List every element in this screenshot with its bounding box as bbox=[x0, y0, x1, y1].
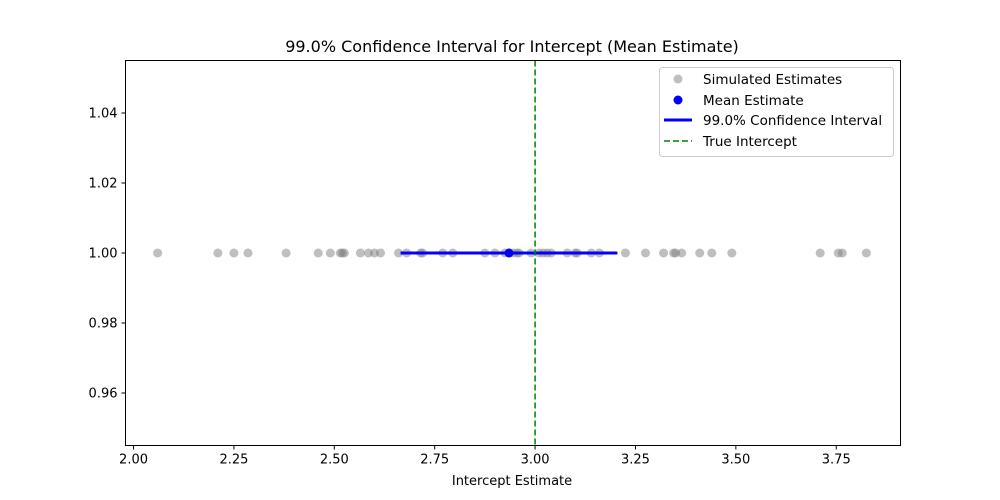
simulated-estimate-point bbox=[727, 248, 737, 258]
y-tick-label: 1.04 bbox=[89, 107, 118, 122]
y-tick-label: 0.96 bbox=[89, 387, 118, 402]
simulated-estimate-point bbox=[641, 248, 651, 258]
legend-entry-label: 99.0% Confidence Interval bbox=[703, 113, 882, 129]
legend-box bbox=[659, 67, 894, 157]
x-tick-label: 2.75 bbox=[420, 453, 449, 468]
x-tick-label: 2.00 bbox=[119, 453, 148, 468]
y-tick-label: 0.98 bbox=[89, 317, 118, 332]
simulated-estimate-point bbox=[620, 248, 630, 258]
x-tick-label: 2.25 bbox=[219, 453, 248, 468]
x-tick-label: 3.25 bbox=[621, 453, 650, 468]
simulated-estimate-point bbox=[815, 248, 825, 258]
simulated-estimate-point bbox=[339, 248, 349, 258]
simulated-estimate-point bbox=[659, 248, 669, 258]
simulated-estimate-point bbox=[325, 248, 335, 258]
plot-area bbox=[153, 60, 871, 446]
y-tick-label: 1.02 bbox=[89, 177, 118, 192]
y-tick-label: 1.00 bbox=[89, 247, 118, 262]
simulated-estimate-point bbox=[394, 248, 404, 258]
simulated-estimate-point bbox=[313, 248, 323, 258]
simulated-estimate-point bbox=[229, 248, 239, 258]
simulated-estimate-point bbox=[375, 248, 385, 258]
x-tick-label: 3.00 bbox=[521, 453, 550, 468]
legend-marker-simulated bbox=[673, 74, 683, 84]
axis-ticks: 2.00 2.25 2.50 2.75 3.00 3.25 3.50 3.75 0.96 0.98… bbox=[89, 107, 851, 468]
chart-title: 99.0% Confidence Interval for Intercept … bbox=[285, 37, 739, 56]
legend: Simulated Estimates Mean Estimate 99.0% Co… bbox=[659, 67, 894, 157]
simulated-estimate-point bbox=[677, 248, 687, 258]
legend-marker-mean bbox=[673, 95, 683, 105]
simulated-estimate-point bbox=[213, 248, 223, 258]
simulated-estimate-point bbox=[707, 248, 717, 258]
legend-entry-label: True Intercept bbox=[702, 134, 797, 150]
simulated-estimate-point bbox=[153, 248, 163, 258]
x-axis-label: Intercept Estimate bbox=[452, 474, 572, 489]
simulated-estimate-point bbox=[281, 248, 291, 258]
legend-entry-label: Mean Estimate bbox=[703, 93, 804, 109]
legend-entry-label: Simulated Estimates bbox=[703, 72, 842, 88]
x-tick-label: 3.75 bbox=[822, 453, 851, 468]
simulated-estimate-point bbox=[695, 248, 705, 258]
simulated-estimate-point bbox=[355, 248, 365, 258]
simulated-estimate-point bbox=[243, 248, 253, 258]
x-tick-label: 2.50 bbox=[320, 453, 349, 468]
x-tick-label: 3.50 bbox=[721, 453, 750, 468]
simulated-estimate-point bbox=[837, 248, 847, 258]
mean-estimate-point bbox=[504, 248, 514, 258]
simulated-estimate-point bbox=[861, 248, 871, 258]
